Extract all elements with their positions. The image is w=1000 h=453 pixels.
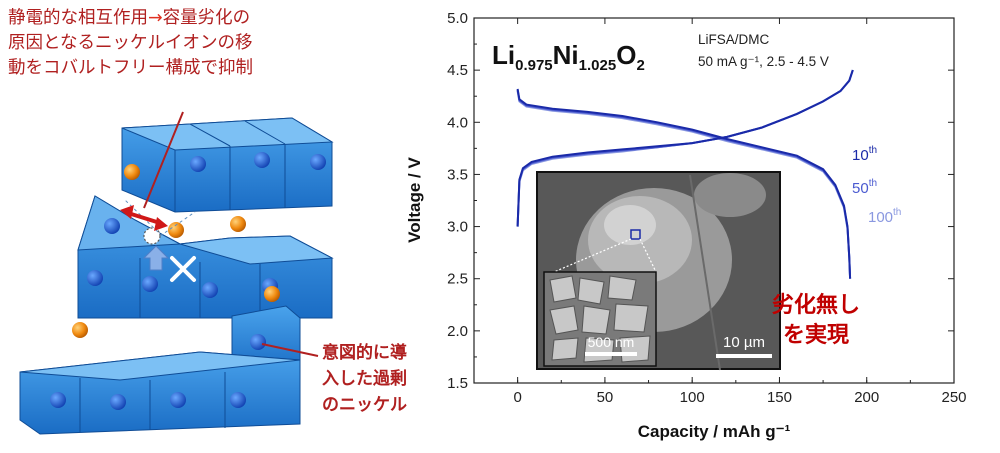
y-tick-label: 2.0 (447, 323, 468, 340)
x-tick-label: 50 (597, 389, 614, 406)
electrolyte-label: LiFSA/DMC (698, 32, 770, 47)
sem-inset: 500 nm 10 µm (536, 171, 781, 371)
bottom-slab (19, 351, 301, 435)
annotation-pointer-line (261, 343, 319, 357)
crystal-structure-illustration (19, 111, 334, 435)
test-condition-label: 50 mA g⁻¹, 2.5 - 4.5 V (698, 54, 829, 69)
mechanism-caption: 静電的な相互作用→容量劣化の 原因となるニッケルイオンの移 動をコバルトフリー構… (8, 8, 253, 78)
no-degradation-annotation: 劣化無し を実現 (772, 293, 861, 348)
cycle-label-10: 10th (852, 145, 877, 164)
x-tick-label: 200 (854, 389, 879, 406)
scale-bar-large-label: 10 µm (723, 334, 765, 351)
top-slab (121, 117, 334, 213)
y-tick-label: 3.0 (447, 219, 468, 236)
y-tick-label: 4.0 (447, 114, 468, 131)
series-line-10th-discharge (516, 88, 852, 279)
y-tick-label: 4.5 (447, 62, 468, 79)
voltage-capacity-chart: 0 50 100 150 200 2501.52.02.53.03.54.04.55.0 … (405, 10, 967, 441)
cycle-label-50: 50th (852, 178, 877, 197)
y-tick-label: 2.5 (447, 271, 468, 288)
middle-slab (77, 195, 334, 319)
migration-arrow (142, 245, 170, 271)
y-tick-label: 3.5 (447, 166, 468, 183)
transition-metal-atoms (50, 152, 326, 410)
blocked-x-icon (170, 256, 196, 282)
x-tick-label: 100 (680, 389, 705, 406)
x-axis-label: Capacity / mAh g⁻¹ (638, 422, 791, 441)
y-axis-label: Voltage / V (405, 157, 424, 243)
interaction-arrow (120, 205, 168, 231)
vacancy-site (143, 227, 161, 245)
lithium-atoms (72, 164, 280, 338)
formula-label: Li0.975Ni1.025O2 (492, 40, 645, 74)
x-tick-label: 250 (941, 389, 966, 406)
cycle-label-100: 100th (868, 207, 901, 226)
x-tick-label: 0 (513, 389, 521, 406)
y-tick-label: 5.0 (447, 10, 468, 27)
y-tick-label: 1.5 (447, 375, 468, 392)
excess-nickel-annotation: 意図的に導 入した過剰 のニッケル (322, 343, 407, 415)
x-tick-label: 150 (767, 389, 792, 406)
scale-bar-small-label: 500 nm (588, 334, 635, 350)
series-line-10th-charge (516, 69, 854, 227)
caption-pointer-line (143, 111, 184, 209)
